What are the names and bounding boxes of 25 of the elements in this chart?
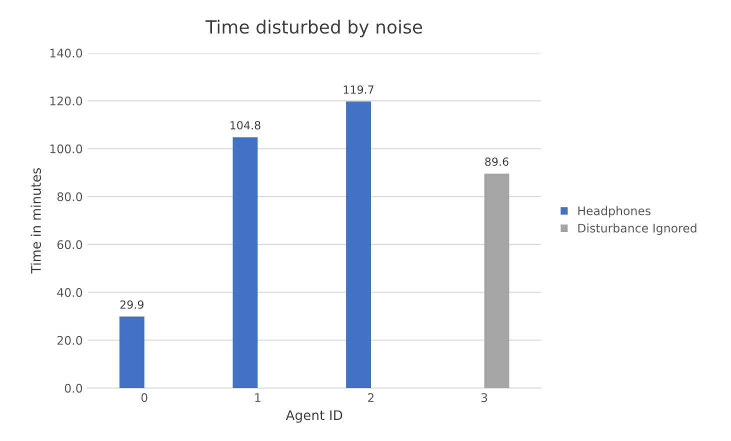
data-label: 104.8	[230, 121, 260, 130]
y-tick-label: 60.0	[57, 240, 82, 250]
chart-title: Time disturbed by noise	[206, 20, 422, 38]
bar	[119, 316, 144, 388]
y-tick-label: 0.0	[64, 384, 82, 393]
legend-label: Disturbance Ignored	[578, 223, 696, 235]
x-tick-label: 3	[481, 393, 488, 402]
x-tick-label: 1	[255, 393, 260, 402]
y-tick-label: 140.0	[50, 48, 82, 58]
data-label: 119.7	[344, 85, 374, 94]
data-label: 89.6	[485, 157, 508, 166]
y-tick-label: 100.0	[50, 144, 82, 154]
y-tick-label: 40.0	[57, 288, 82, 297]
data-label: 29.9	[120, 300, 144, 309]
y-axis-title: Time in minutes	[30, 168, 41, 274]
bar	[484, 174, 510, 388]
legend-label: Headphones	[578, 206, 651, 218]
bar	[346, 102, 371, 388]
bar	[232, 137, 258, 388]
y-tick-label: 20.0	[57, 336, 82, 345]
x-axis-title: Agent ID	[286, 410, 342, 423]
x-tick-label: 0	[141, 393, 148, 402]
x-tick-label: 2	[368, 393, 374, 402]
y-tick-label: 80.0	[57, 192, 82, 202]
y-tick-label: 120.0	[50, 96, 82, 106]
